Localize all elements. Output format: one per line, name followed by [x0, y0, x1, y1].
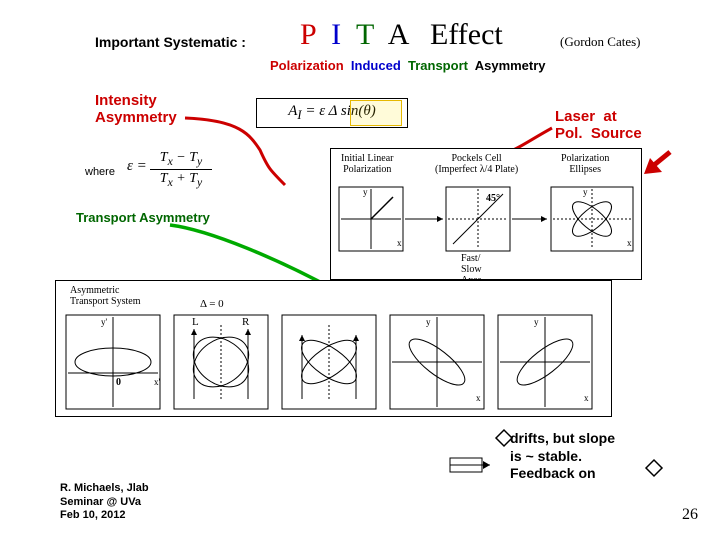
annot-line2: is ~ stable.: [510, 448, 615, 466]
svg-text:L: L: [192, 316, 199, 328]
sin-theta-highlight: [350, 100, 402, 126]
svg-text:x: x: [476, 393, 481, 403]
pita-i: I: [331, 18, 345, 51]
svg-text:x: x: [584, 393, 589, 403]
drift-annotation: drifts, but slope is ~ stable. Feedback …: [510, 430, 615, 483]
figure-polarization-setup: x y 45° x y Initial Linear Polarization: [330, 148, 642, 280]
footer-line2: Seminar @ UVa: [60, 496, 149, 509]
svg-text:x: x: [397, 238, 402, 248]
laser-pol-source-label: Laser at Pol. Source: [555, 108, 642, 143]
fig-label-initial: Initial Linear Polarization: [341, 153, 393, 175]
svg-text:0: 0: [116, 377, 121, 388]
where-label: where: [85, 166, 115, 178]
svg-text:45°: 45°: [486, 193, 500, 204]
fig-label-pockels: Pockels Cell (Imperfect λ/4 Plate): [435, 153, 518, 175]
footer-line3: Feb 10, 2012: [60, 509, 149, 522]
pita-expansion: Polarization Induced Transport Asymmetry: [270, 58, 546, 73]
frac-num: Tx − Ty: [150, 150, 212, 168]
svg-text:x: x: [627, 238, 632, 248]
slide-number: 26: [682, 506, 698, 524]
frac-den: Tx + Ty: [150, 171, 212, 189]
transport-asymmetry-label: Transport Asymmetry: [76, 210, 210, 225]
intensity-asymmetry-label: Intensity Asymmetry: [95, 92, 177, 127]
epsilon-fraction: Tx − Ty Tx + Ty: [150, 150, 212, 189]
pita-acronym: P I T A: [300, 18, 413, 52]
figure-transport-asymmetry: x' y' 0 Δ = 0 L R x y: [55, 280, 612, 417]
effect-label: Effect: [430, 18, 503, 52]
annot-line1: drifts, but slope: [510, 430, 615, 448]
svg-text:y: y: [583, 187, 588, 197]
svg-text:y: y: [363, 187, 368, 197]
svg-text:R: R: [242, 316, 250, 328]
footer-line1: R. Michaels, Jlab: [60, 482, 149, 495]
exp-polarization: Polarization: [270, 58, 344, 73]
exp-transport: Transport: [408, 58, 468, 73]
fig-label-ellipses: Polarization Ellipses: [561, 153, 609, 175]
pita-p: P: [300, 18, 320, 51]
important-systematic-label: Important Systematic :: [95, 34, 246, 50]
pita-t: T: [356, 18, 378, 51]
frac-line: [150, 169, 212, 170]
footer-credit: R. Michaels, Jlab Seminar @ UVa Feb 10, …: [60, 482, 149, 522]
svg-text:y: y: [534, 317, 539, 327]
svg-text:x': x': [154, 377, 161, 387]
svg-text:y': y': [101, 317, 108, 327]
exp-asymmetry: Asymmetry: [475, 58, 546, 73]
epsilon-eq: ε =: [127, 158, 147, 175]
pita-a: A: [388, 18, 414, 51]
exp-induced: Induced: [351, 58, 401, 73]
annot-line3: Feedback on: [510, 465, 615, 483]
fig-label-transport-sys: Asymmetric Transport System: [70, 285, 140, 307]
svg-text:Δ = 0: Δ = 0: [200, 298, 224, 310]
svg-text:y: y: [426, 317, 431, 327]
gordon-cates-label: (Gordon Cates): [560, 34, 641, 50]
